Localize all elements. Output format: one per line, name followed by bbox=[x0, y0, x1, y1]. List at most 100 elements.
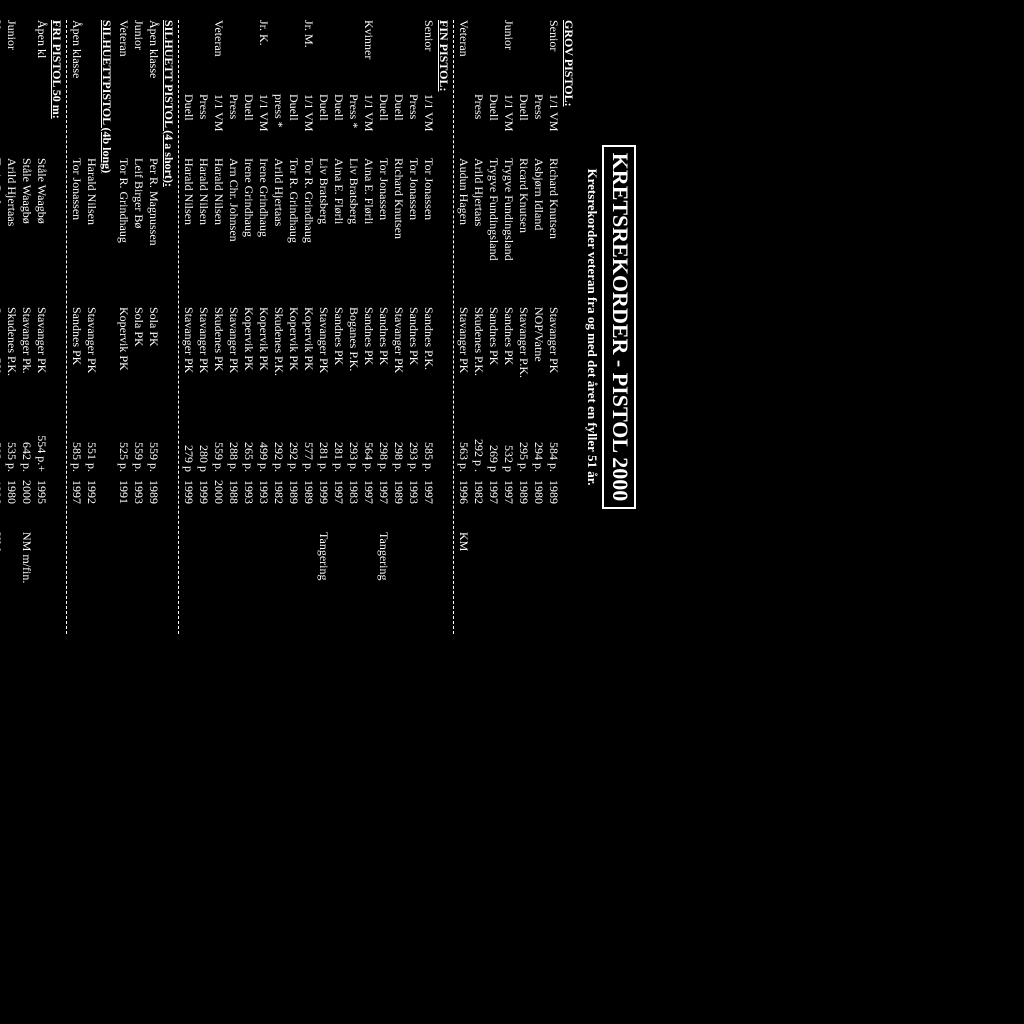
club-cell: Stavanger PK bbox=[316, 307, 331, 412]
club-cell: Boganes P.K. bbox=[346, 307, 361, 412]
club-cell: Stavanger Pk. bbox=[19, 307, 34, 412]
club-cell: Kopervik PK bbox=[286, 307, 301, 412]
name-cell: Arn Chr. Johnsen bbox=[226, 158, 241, 303]
section-heading: SILHUETTPISTOL (4b long) bbox=[99, 20, 114, 634]
points-cell: 280 p bbox=[196, 416, 211, 476]
page-title: KRETSREKORDER - PISTOL 2000 bbox=[603, 145, 637, 510]
page: KRETSREKORDER - PISTOL 2000 Kretsrekorde… bbox=[0, 0, 654, 654]
table-row: PressHarald NilsenStavanger PK280 p1999 bbox=[196, 20, 211, 634]
year-cell: 2000 bbox=[211, 480, 226, 528]
table-row: JuniorArild HjertaasSkudenes P.K.535 p.1… bbox=[4, 20, 19, 634]
name-cell: Asbjørn Idland bbox=[531, 158, 546, 303]
year-cell: 1993 bbox=[406, 480, 421, 528]
year-cell: 1980 bbox=[531, 480, 546, 528]
club-cell: Kopervik PK bbox=[241, 307, 256, 412]
year-cell: 1989 bbox=[301, 480, 316, 528]
points-cell: 293 p. bbox=[406, 416, 421, 476]
club-cell: Stavanger PK bbox=[84, 307, 99, 412]
class-cell: Åpen kl bbox=[34, 20, 49, 90]
club-cell: Sola PK bbox=[146, 307, 161, 412]
points-cell: 564 p. bbox=[361, 416, 376, 476]
event-cell: 1/1 VM bbox=[421, 94, 436, 154]
table-row: VeteranTor R. GrindhaugKopervik PK525 p.… bbox=[116, 20, 131, 634]
name-cell: Irene Grindhaug bbox=[241, 158, 256, 303]
club-cell: Stavanger PK bbox=[546, 307, 561, 412]
year-cell: 1993 bbox=[131, 480, 146, 528]
table-row: Åpen klassePer R. MagnussenSola PK559 p.… bbox=[146, 20, 161, 634]
name-cell: Tor Jonassen bbox=[376, 158, 391, 303]
table-row: Ståle WaagbøStavanger Pk.642 p.2000NM m/… bbox=[19, 20, 34, 634]
year-cell: 1996 bbox=[456, 480, 471, 528]
year-cell: 1989 bbox=[286, 480, 301, 528]
points-cell: 642 p. bbox=[19, 416, 34, 476]
year-cell: 1989 bbox=[546, 480, 561, 528]
club-cell: Skudenes P.K. bbox=[4, 307, 19, 412]
club-cell: Sola PK bbox=[131, 307, 146, 412]
club-cell: Kopervik PK bbox=[116, 307, 131, 412]
points-cell: 584 p. bbox=[546, 416, 561, 476]
year-cell: 1999 bbox=[316, 480, 331, 528]
event-cell: Duell bbox=[286, 94, 301, 154]
year-cell: 1999 bbox=[181, 480, 196, 528]
year-cell: 1997 bbox=[376, 480, 391, 528]
name-cell: Aina E. Flørli bbox=[361, 158, 376, 303]
title-wrap: KRETSREKORDER - PISTOL 2000 bbox=[601, 20, 637, 634]
table-row: Senior1/1 VMRichard KnutsenStavanger PK5… bbox=[546, 20, 561, 634]
event-cell: Duell bbox=[516, 94, 531, 154]
points-cell: 293 p. bbox=[346, 416, 361, 476]
event-cell: Press * bbox=[346, 94, 361, 154]
event-cell: press * bbox=[271, 94, 286, 154]
name-cell: Harald Nilsen bbox=[84, 158, 99, 303]
name-cell: Tor R. Grindhaug bbox=[286, 158, 301, 303]
points-cell: 499 p. bbox=[256, 416, 271, 476]
section-heading: SILHUETT PISTOL (4 a short): bbox=[161, 20, 176, 634]
points-cell: 554 p.+ bbox=[34, 416, 49, 476]
class-cell: Kvinner bbox=[361, 20, 376, 90]
points-cell: 298 p. bbox=[391, 416, 406, 476]
club-cell: Sandnes PK bbox=[406, 307, 421, 412]
points-cell: 532 p bbox=[501, 416, 516, 476]
table-row: JuniorLeif Birger BøSola PK559 p.1993 bbox=[131, 20, 146, 634]
table-row: Åpen klasseTor JonassenSandnes PK585 p.1… bbox=[69, 20, 84, 634]
club-cell: Stavanger PK bbox=[0, 307, 4, 412]
table-row: DuellTor JonassenSandnes PK298 p.1997Tan… bbox=[376, 20, 391, 634]
class-cell: Veteran bbox=[116, 20, 131, 90]
table-row: Harald NilsenStavanger PK551 p.1992 bbox=[84, 20, 99, 634]
event-cell: Duell bbox=[391, 94, 406, 154]
table-row: Jr. M.1/1 VMTor R. GrindhaugKopervik PK5… bbox=[301, 20, 316, 634]
class-cell: Senior bbox=[421, 20, 436, 90]
points-cell: 563 p. bbox=[456, 416, 471, 476]
note-cell: Tangering bbox=[376, 532, 391, 634]
divider bbox=[453, 20, 454, 634]
table-row: Junior1/1 VMTrygve FundingslandSandnes P… bbox=[501, 20, 516, 634]
points-cell: 559 p. bbox=[131, 416, 146, 476]
points-cell: 585 p. bbox=[421, 416, 436, 476]
year-cell: 1988 bbox=[226, 480, 241, 528]
year-cell: 1997 bbox=[421, 480, 436, 528]
class-cell: Åpen klasse bbox=[146, 20, 161, 90]
name-cell: Richard Knutsen bbox=[391, 158, 406, 303]
year-cell: 1980 bbox=[4, 480, 19, 528]
section-heading: FIN PISTOL: bbox=[436, 20, 451, 634]
year-cell: 1993 bbox=[256, 480, 271, 528]
name-cell: Liv Bratsberg bbox=[316, 158, 331, 303]
year-cell: 1989 bbox=[146, 480, 161, 528]
table-row: Åpen klStåle WaagbøStavanger PK554 p.+19… bbox=[34, 20, 49, 634]
table-row: PressAsbjørn IdlandNOP/Vatne294 p.1980 bbox=[531, 20, 546, 634]
event-cell: Duell bbox=[376, 94, 391, 154]
name-cell: Trygve Fundingsland bbox=[486, 158, 501, 303]
year-cell: 1992 bbox=[84, 480, 99, 528]
event-cell: 1/1 VM bbox=[301, 94, 316, 154]
records-content: GROV PISTOL:Senior1/1 VMRichard KnutsenS… bbox=[0, 20, 576, 634]
table-row: VeteranAudun HagenStavanger PK563 p.1996… bbox=[456, 20, 471, 634]
points-cell: 535 p. bbox=[4, 416, 19, 476]
event-cell: Press bbox=[226, 94, 241, 154]
section-heading: FRI PISTOL 50 m: bbox=[49, 20, 64, 634]
note-cell: KM bbox=[456, 532, 471, 634]
name-cell: Irene Grindhaug bbox=[256, 158, 271, 303]
event-cell: 1/1 VM bbox=[361, 94, 376, 154]
club-cell: Stavanger PK bbox=[456, 307, 471, 412]
points-cell: 292 p. bbox=[286, 416, 301, 476]
note-cell: NM m/fin. bbox=[19, 532, 34, 634]
club-cell: NOP/Vatne bbox=[531, 307, 546, 412]
